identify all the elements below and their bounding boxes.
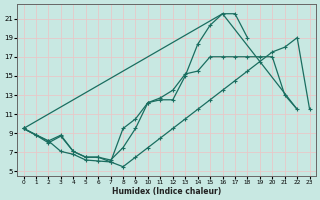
X-axis label: Humidex (Indice chaleur): Humidex (Indice chaleur) [112,187,221,196]
